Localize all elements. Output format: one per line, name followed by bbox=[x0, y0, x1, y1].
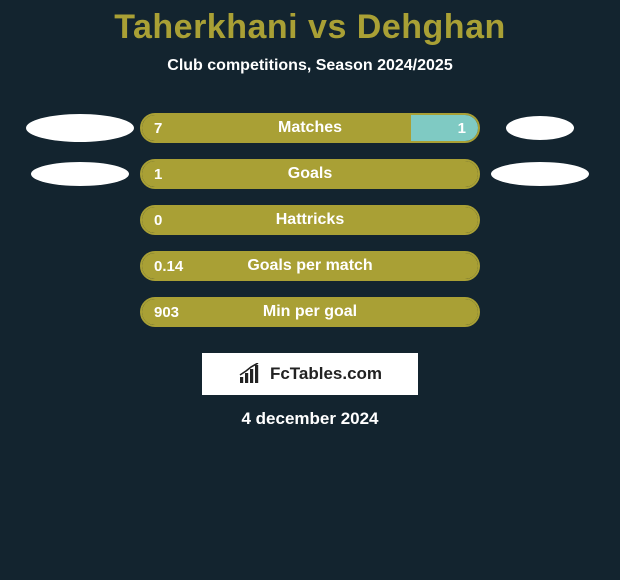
left-marker bbox=[20, 114, 140, 142]
ellipse-icon bbox=[506, 116, 574, 140]
source-logo: FcTables.com bbox=[202, 353, 418, 395]
bar-left-segment: 0 bbox=[142, 207, 478, 233]
stat-bar: 0Hattricks bbox=[140, 205, 480, 235]
right-value: 1 bbox=[446, 120, 478, 137]
stat-bar: 903Min per goal bbox=[140, 297, 480, 327]
bar-left-segment: 7 bbox=[142, 115, 411, 141]
page-title: Taherkhani vs Dehghan bbox=[0, 0, 620, 47]
stat-row: 1Goals bbox=[0, 151, 620, 197]
left-value: 7 bbox=[142, 120, 174, 137]
left-marker bbox=[20, 162, 140, 186]
comparison-infographic: Taherkhani vs Dehghan Club competitions,… bbox=[0, 0, 620, 580]
subtitle: Club competitions, Season 2024/2025 bbox=[0, 57, 620, 75]
ellipse-icon bbox=[26, 114, 134, 142]
right-marker bbox=[480, 116, 600, 140]
stat-rows: 71Matches1Goals0Hattricks0.14Goals per m… bbox=[0, 105, 620, 335]
bar-left-segment: 0.14 bbox=[142, 253, 478, 279]
stat-bar: 0.14Goals per match bbox=[140, 251, 480, 281]
left-value: 0 bbox=[142, 212, 174, 229]
bar-left-segment: 1 bbox=[142, 161, 478, 187]
date-label: 4 december 2024 bbox=[0, 409, 620, 429]
stat-row: 0.14Goals per match bbox=[0, 243, 620, 289]
right-marker bbox=[480, 162, 600, 186]
stat-bar: 71Matches bbox=[140, 113, 480, 143]
ellipse-icon bbox=[31, 162, 129, 186]
logo-text: FcTables.com bbox=[270, 364, 382, 384]
left-value: 0.14 bbox=[142, 258, 195, 275]
bar-left-segment: 903 bbox=[142, 299, 478, 325]
bar-right-segment: 1 bbox=[411, 115, 478, 141]
stat-row: 903Min per goal bbox=[0, 289, 620, 335]
stat-row: 0Hattricks bbox=[0, 197, 620, 243]
stat-bar: 1Goals bbox=[140, 159, 480, 189]
left-value: 1 bbox=[142, 166, 174, 183]
stat-row: 71Matches bbox=[0, 105, 620, 151]
ellipse-icon bbox=[491, 162, 589, 186]
chart-icon bbox=[238, 363, 264, 385]
left-value: 903 bbox=[142, 304, 191, 321]
